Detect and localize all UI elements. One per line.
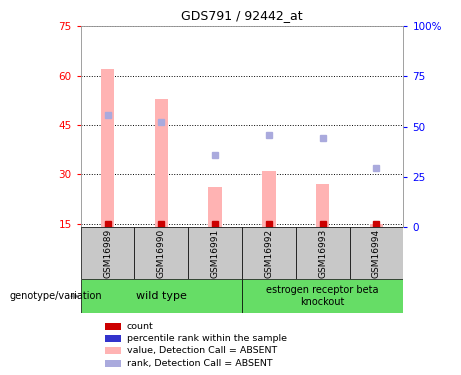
Bar bbox=[316, 184, 330, 227]
Bar bbox=[208, 188, 222, 227]
Bar bbox=[81, 279, 242, 313]
Bar bbox=[188, 227, 242, 279]
Text: GSM16993: GSM16993 bbox=[318, 228, 327, 278]
Bar bbox=[296, 227, 349, 279]
Text: value, Detection Call = ABSENT: value, Detection Call = ABSENT bbox=[127, 346, 277, 355]
Bar bbox=[101, 69, 114, 227]
Bar bbox=[105, 335, 121, 342]
Bar bbox=[242, 279, 403, 313]
Text: wild type: wild type bbox=[136, 291, 187, 301]
Text: estrogen receptor beta
knockout: estrogen receptor beta knockout bbox=[266, 285, 379, 307]
Text: count: count bbox=[127, 322, 154, 331]
Text: GDS791 / 92442_at: GDS791 / 92442_at bbox=[181, 9, 303, 22]
Bar bbox=[370, 224, 383, 227]
Bar bbox=[262, 171, 276, 227]
Bar bbox=[105, 360, 121, 367]
Bar bbox=[135, 227, 188, 279]
Bar bbox=[105, 323, 121, 330]
Text: genotype/variation: genotype/variation bbox=[9, 291, 102, 301]
Text: GSM16989: GSM16989 bbox=[103, 228, 112, 278]
Text: GSM16990: GSM16990 bbox=[157, 228, 166, 278]
Text: GSM16994: GSM16994 bbox=[372, 228, 381, 278]
Bar bbox=[242, 227, 296, 279]
Text: rank, Detection Call = ABSENT: rank, Detection Call = ABSENT bbox=[127, 359, 272, 368]
Text: GSM16992: GSM16992 bbox=[265, 228, 273, 278]
Bar bbox=[154, 99, 168, 227]
Text: GSM16991: GSM16991 bbox=[211, 228, 219, 278]
Text: percentile rank within the sample: percentile rank within the sample bbox=[127, 334, 287, 343]
Bar bbox=[105, 347, 121, 354]
Bar bbox=[349, 227, 403, 279]
Bar bbox=[81, 227, 135, 279]
